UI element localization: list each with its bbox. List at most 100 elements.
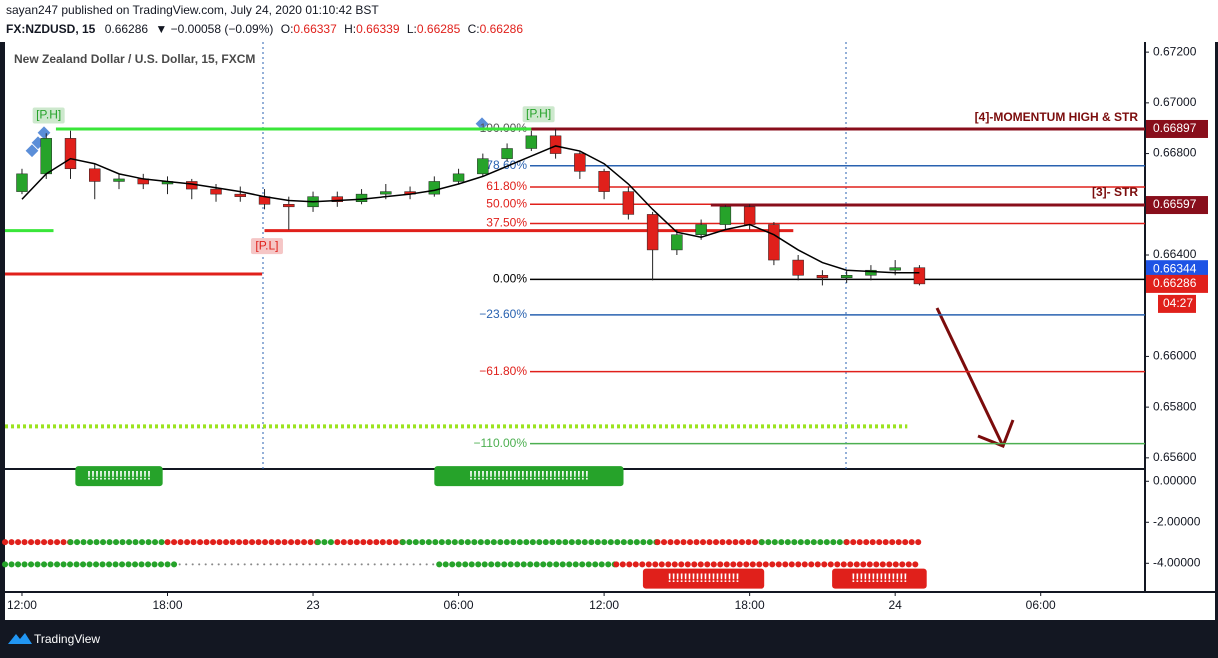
forecast-arrow: [935, 307, 1015, 448]
candle-body: [816, 275, 829, 279]
price-tag: [1146, 274, 1208, 293]
candle-body: [113, 178, 125, 182]
fib-label: −23.60%: [479, 307, 527, 321]
pivot-bg: [522, 106, 555, 123]
x-tick-label: 18:00: [735, 598, 765, 612]
candle-body: [89, 168, 101, 182]
x-tick-label: 12:00: [7, 598, 37, 612]
alert-text: !!!!!!!!!!!!!!!!!!: [668, 571, 740, 585]
y-tick-label: 0.00000: [1153, 473, 1197, 487]
candle-body: [234, 193, 246, 197]
price-tag: [1146, 260, 1208, 279]
price-tag: [1146, 196, 1208, 215]
candle-body: [525, 135, 538, 149]
annotation: [3]- STR: [1092, 185, 1138, 199]
chart-bg: [5, 42, 1215, 620]
candle-body: [452, 173, 465, 182]
fib-label: −61.80%: [479, 364, 527, 378]
y-tick-label: -4.00000: [1153, 555, 1201, 569]
y-tick-label: 0.67000: [1153, 95, 1197, 109]
x-tick-label: 23: [306, 598, 320, 612]
arrow-shaft: [935, 307, 1005, 447]
low: 0.66285: [417, 22, 461, 36]
y-tick-label: 0.67200: [1153, 44, 1197, 58]
pivot-bg: [32, 107, 65, 124]
x-tick-label: 06:00: [1026, 598, 1056, 612]
high: 0.66339: [356, 22, 400, 36]
candle-body: [355, 193, 368, 202]
fib-label: 37.50%: [486, 216, 527, 230]
pivot-label: [P.H]: [526, 106, 551, 120]
logo-icon: [8, 633, 32, 644]
candle-body: [840, 275, 853, 279]
symbol: FX:NZDUSD, 15: [6, 22, 96, 36]
candle-body: [695, 224, 707, 235]
pivot-label: [P.L]: [255, 238, 278, 252]
candle-body: [792, 259, 804, 276]
candle-body: [283, 204, 295, 208]
annotation: [4]-MOMENTUM HIGH & STR: [975, 110, 1139, 124]
brand: TradingView: [34, 632, 100, 646]
fib-label: 61.80%: [486, 179, 527, 193]
x-tick-label: 18:00: [152, 598, 182, 612]
diamond: [37, 126, 51, 140]
close-label: C:: [468, 22, 480, 36]
candle-body: [380, 191, 392, 195]
candle-body: [549, 135, 562, 154]
candle-body: [598, 171, 610, 192]
open-label: O:: [281, 22, 294, 36]
change: ▼ −0.00058 (−0.09%): [155, 22, 273, 36]
y-tick-label: 0.66000: [1153, 349, 1197, 363]
x-tick-label: 12:00: [589, 598, 619, 612]
candle-body: [671, 234, 683, 251]
price-tag-label: 0.66286: [1153, 276, 1197, 290]
alert-box: [642, 568, 765, 589]
countdown: 04:27: [1163, 296, 1193, 310]
price-tag: [1146, 119, 1208, 138]
alert-text: !!!!!!!!!!!!!!!!!!!!!!!!!!!!!!: [469, 468, 589, 482]
candle-body: [574, 153, 586, 172]
header-bg: [0, 0, 1218, 42]
candle-body: [210, 188, 222, 195]
x-tick-label: 06:00: [444, 598, 474, 612]
candle-body: [501, 148, 513, 159]
symbol-line: FX:NZDUSD, 15 0.66286 ▼ −0.00058 (−0.09%…: [6, 22, 523, 36]
candle-body: [646, 214, 659, 251]
y-tick-label: 0.65800: [1153, 399, 1197, 413]
y-tick-label: -2.00000: [1153, 514, 1201, 528]
fib-label: −110.00%: [474, 436, 528, 450]
candle-body: [622, 191, 635, 215]
price-tag-label: 0.66597: [1153, 197, 1197, 211]
alert-text: !!!!!!!!!!!!!!!!: [87, 468, 151, 482]
close: 0.66286: [480, 22, 524, 36]
candle-body: [865, 269, 877, 276]
chart-title: New Zealand Dollar / U.S. Dollar, 15, FX…: [14, 52, 255, 66]
y-tick-label: 0.65600: [1153, 450, 1197, 464]
alert-text: !!!!!!!!!!!!!!: [851, 571, 907, 585]
y-tick-label: 0.66800: [1153, 146, 1197, 160]
alert-box: [434, 466, 624, 487]
price-tag-label: 0.66344: [1153, 261, 1197, 275]
moving-average: [21, 145, 920, 274]
diamond: [25, 144, 39, 158]
logo: TradingView: [8, 632, 100, 646]
candle-body: [16, 173, 28, 192]
alert-box: [832, 568, 927, 589]
alert-box: [75, 466, 163, 487]
candle-body: [331, 196, 344, 202]
candle-body: [889, 267, 901, 271]
candle-body: [719, 206, 732, 225]
candle-body: [64, 138, 77, 170]
countdown-bg: [1158, 294, 1196, 313]
high-label: H:: [344, 22, 356, 36]
price-tag-label: 0.66897: [1153, 121, 1197, 135]
diamond: [475, 117, 489, 131]
candle-body: [913, 267, 926, 285]
pivot-bg: [250, 238, 283, 255]
low-label: L:: [407, 22, 417, 36]
pivot-label: [P.H]: [36, 108, 61, 122]
y-tick-label: 0.66400: [1153, 247, 1197, 261]
arrow-head: [977, 419, 1015, 448]
